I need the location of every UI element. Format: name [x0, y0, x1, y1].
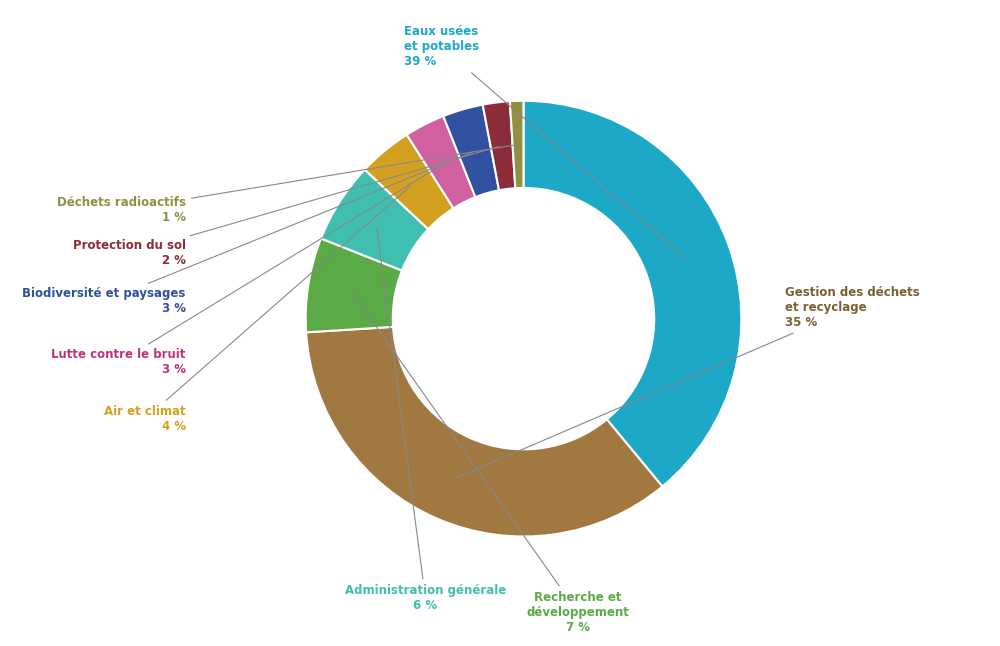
Text: Air et climat
4 %: Air et climat 4 % [104, 186, 410, 433]
Text: Biodiversité et paysages
3 %: Biodiversité et paysages 3 % [22, 152, 472, 315]
Text: Déchets radioactifs
1 %: Déchets radioactifs 1 % [57, 145, 515, 224]
Wedge shape [321, 169, 428, 271]
Wedge shape [510, 101, 524, 188]
Wedge shape [306, 327, 662, 536]
Wedge shape [443, 105, 499, 197]
Text: Lutte contre le bruit
3 %: Lutte contre le bruit 3 % [51, 165, 442, 376]
Text: Recherche et
développement
7 %: Recherche et développement 7 % [353, 294, 629, 634]
Wedge shape [365, 135, 453, 229]
Wedge shape [524, 101, 741, 486]
Wedge shape [407, 116, 475, 208]
Text: Administration générale
6 %: Administration générale 6 % [345, 228, 506, 612]
Wedge shape [483, 101, 515, 191]
Wedge shape [306, 238, 402, 332]
Text: Eaux usées
et potables
39 %: Eaux usées et potables 39 % [404, 25, 685, 258]
Text: Protection du sol
2 %: Protection du sol 2 % [73, 147, 499, 267]
Text: Gestion des déchets
et recyclage
35 %: Gestion des déchets et recyclage 35 % [457, 286, 920, 477]
